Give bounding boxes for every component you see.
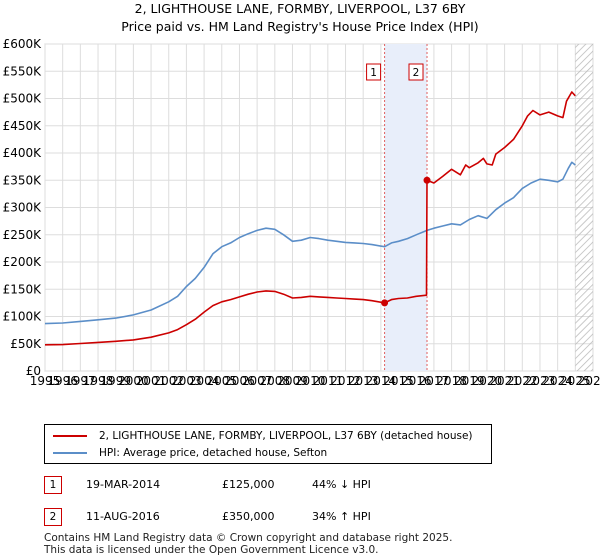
- y-tick-label: £500K: [3, 92, 43, 106]
- x-tick-label: 2001: [136, 374, 167, 388]
- transaction-flag-box: [408, 63, 424, 81]
- y-axis: £0 £50K £100K £150K £200K £250K £300K £350K £400…: [3, 37, 43, 378]
- chart-subtitle: Price paid vs. HM Land Registry's House …: [121, 19, 478, 34]
- transaction-badge: 2: [44, 508, 62, 526]
- x-tick-label: 2023: [525, 374, 556, 388]
- transaction-date: 11-AUG-2016: [86, 510, 160, 523]
- x-tick-label: 1995: [30, 374, 61, 388]
- x-tick-label: 2009: [277, 374, 308, 388]
- transaction-hpi-diff: 44% ↓ HPI: [312, 478, 371, 491]
- x-tick-label: 1996: [47, 374, 78, 388]
- transaction-flag-label: 1: [370, 67, 377, 79]
- x-tick-label: 1997: [65, 374, 96, 388]
- x-tick-label: 2016: [401, 374, 432, 388]
- series-lines: [44, 91, 576, 346]
- x-tick-label: 2007: [242, 374, 273, 388]
- x-axis: 1995199619971998199920002001200220032004…: [30, 374, 600, 388]
- x-tick-label: 2020: [472, 374, 503, 388]
- x-tick-label: 2000: [118, 374, 149, 388]
- x-tick-label: 2011: [313, 374, 344, 388]
- legend-swatch-property: [53, 435, 87, 437]
- x-tick-label: 2015: [383, 374, 414, 388]
- footer-notice: Contains HM Land Registry data © Crown c…: [44, 532, 452, 556]
- shaded-period: [384, 44, 428, 371]
- transaction-flag: 2: [408, 63, 424, 81]
- y-tick-label: £300K: [3, 201, 43, 215]
- transaction-badge: 1: [44, 476, 62, 494]
- transaction-hpi-diff: 34% ↑ HPI: [312, 510, 371, 523]
- legend-item-property: 2, LIGHTHOUSE LANE, FORMBY, LIVERPOOL, L…: [53, 428, 473, 444]
- y-tick-label: £400K: [3, 146, 43, 160]
- x-tick-label: 2010: [295, 374, 326, 388]
- y-tick-label: £0: [26, 364, 41, 378]
- y-tick-label: £200K: [3, 255, 43, 269]
- transaction-date: 19-MAR-2014: [86, 478, 161, 491]
- transaction-price: £350,000: [222, 510, 275, 523]
- legend-item-hpi: HPI: Average price, detached house, Seft…: [53, 445, 327, 461]
- x-tick-label: 2026: [578, 374, 600, 388]
- y-tick-label: £50K: [10, 337, 42, 351]
- footer-copyright: Contains HM Land Registry data © Crown c…: [44, 532, 453, 544]
- x-tick-label: 2004: [189, 374, 220, 388]
- transaction-flag-label: 2: [413, 67, 420, 79]
- y-tick-label: £550K: [3, 64, 43, 78]
- x-tick-label: 2005: [207, 374, 238, 388]
- footer-licence: This data is licensed under the Open Gov…: [44, 544, 379, 556]
- x-tick-label: 2002: [153, 374, 184, 388]
- x-tick-label: 2003: [171, 374, 202, 388]
- chart-title: 2, LIGHTHOUSE LANE, FORMBY, LIVERPOOL, L…: [135, 1, 466, 16]
- transaction-flag: 1: [366, 63, 382, 81]
- x-tick-label: 2018: [436, 374, 467, 388]
- y-tick-label: £600K: [3, 37, 43, 51]
- y-tick-label: £250K: [3, 228, 43, 242]
- x-tick-label: 2006: [224, 374, 255, 388]
- x-tick-label: 1998: [83, 374, 114, 388]
- x-tick-label: 2017: [419, 374, 450, 388]
- transaction-price: £125,000: [222, 478, 275, 491]
- transaction-point: [381, 299, 389, 307]
- legend-label-hpi: HPI: Average price, detached house, Seft…: [99, 447, 328, 459]
- series-line: [44, 161, 576, 325]
- x-tick-label: 2025: [560, 374, 591, 388]
- y-tick-label: £450K: [3, 119, 43, 133]
- transaction-point: [423, 176, 431, 184]
- transaction-markers: [381, 176, 431, 307]
- legend-label-property: 2, LIGHTHOUSE LANE, FORMBY, LIVERPOOL, L…: [99, 430, 473, 442]
- legend-swatch-hpi: [53, 452, 87, 454]
- x-tick-label: 2008: [260, 374, 291, 388]
- x-tick-label: 2021: [489, 374, 520, 388]
- x-tick-label: 2024: [542, 374, 573, 388]
- x-tick-label: 2022: [507, 374, 538, 388]
- x-tick-label: 2013: [348, 374, 379, 388]
- legend: 2, LIGHTHOUSE LANE, FORMBY, LIVERPOOL, L…: [44, 424, 492, 464]
- forecast-hatch: [575, 44, 593, 371]
- x-tick-label: 2019: [454, 374, 485, 388]
- y-tick-label: £350K: [3, 173, 43, 187]
- y-tick-label: £100K: [3, 310, 43, 324]
- x-tick-label: 1999: [100, 374, 131, 388]
- x-tick-label: 2012: [330, 374, 361, 388]
- price-chart: 2, LIGHTHOUSE LANE, FORMBY, LIVERPOOL, L…: [3, 1, 600, 388]
- series-line: [44, 91, 576, 346]
- x-tick-label: 2014: [366, 374, 397, 388]
- transaction-flag-box: [366, 63, 382, 81]
- y-tick-label: £150K: [3, 282, 43, 296]
